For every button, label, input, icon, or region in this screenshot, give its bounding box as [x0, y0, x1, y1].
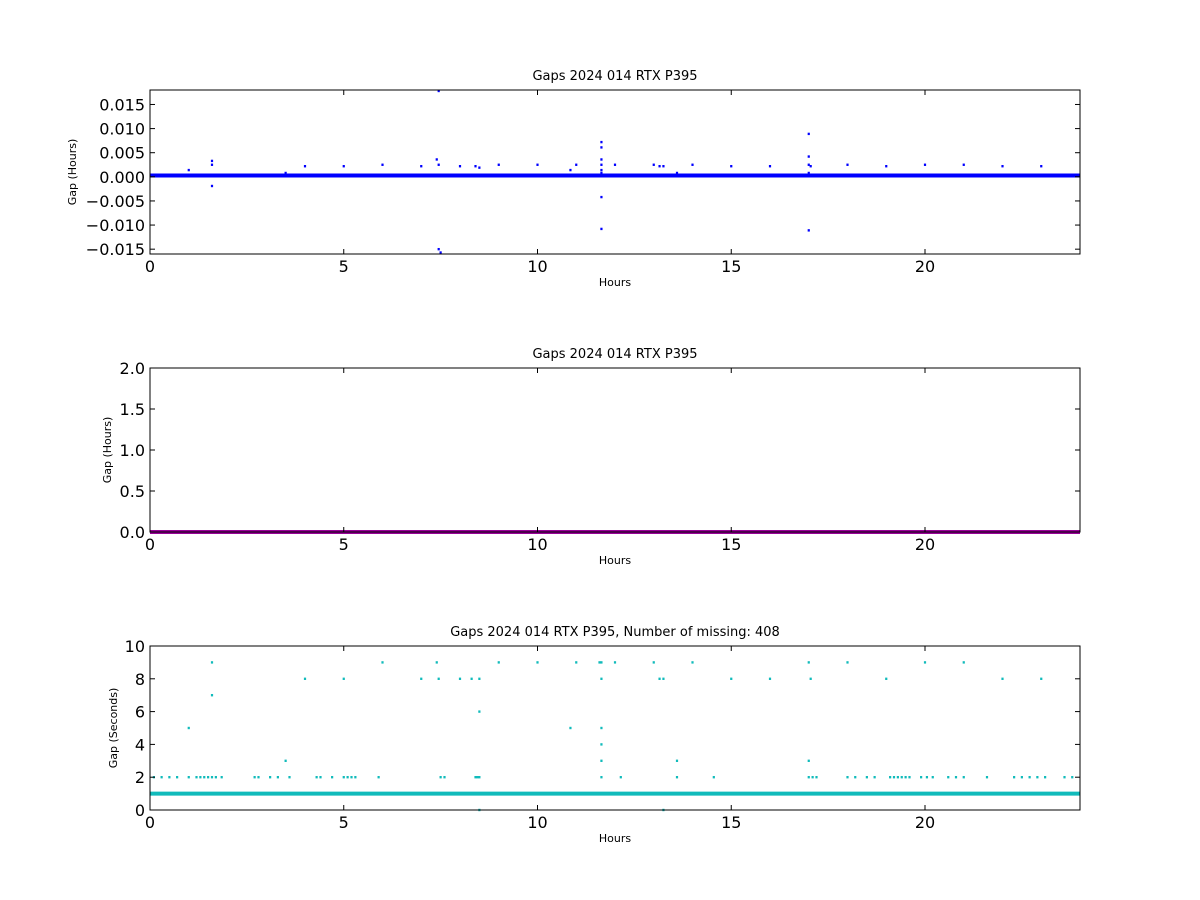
- x-tick-label: 10: [527, 257, 547, 276]
- panel-3-x-ticks: 0 5 10 15 20: [145, 646, 935, 832]
- panel-1-frame: [149, 89, 1081, 255]
- x-tick-label: 15: [721, 813, 741, 832]
- y-tick-label: 4: [135, 735, 145, 754]
- y-tick-label: 0.015: [99, 95, 145, 114]
- panel-2-frame: [149, 367, 1081, 533]
- panel-2-x-label: Hours: [599, 554, 631, 567]
- panel-1-x-label: Hours: [599, 276, 631, 289]
- y-tick-label: −0.005: [86, 192, 145, 211]
- y-tick-label: 6: [135, 703, 145, 722]
- y-tick-label: 1.5: [120, 400, 145, 419]
- panel-1-y-label: Gap (Hours): [66, 139, 79, 206]
- x-tick-label: 10: [527, 535, 547, 554]
- y-tick-label: 0.0: [120, 523, 145, 542]
- panel-3-title: Gaps 2024 014 RTX P395, Number of missin…: [450, 625, 780, 640]
- panel-3-y-ticks: 0 2 4 6 8 10: [125, 637, 1080, 820]
- y-tick-label: 10: [125, 637, 145, 656]
- panel-2-y-ticks: 0.0 0.5 1.0 1.5 2.0: [120, 359, 1080, 542]
- x-tick-label: 5: [339, 257, 349, 276]
- panel-1-x-ticks: 0 5 10 15 20: [145, 90, 935, 276]
- panel-2-y-label: Gap (Hours): [101, 417, 114, 484]
- panel-2: Gaps 2024 014 RTX P395 0 5 10 15 20 0.0 0.5 1.…: [101, 347, 1081, 567]
- y-tick-label: 2: [135, 768, 145, 787]
- panel-3-marks: [150, 661, 1080, 812]
- x-tick-label: 10: [527, 813, 547, 832]
- x-tick-label: 0: [145, 257, 155, 276]
- y-tick-label: −0.010: [86, 216, 145, 235]
- x-tick-label: 0: [145, 813, 155, 832]
- panel-1: Gaps 2024 014 RTX P395 0 5 10 15 20 −0.015−0…: [66, 69, 1081, 289]
- y-tick-label: −0.015: [86, 240, 145, 259]
- panel-3: Gaps 2024 014 RTX P395, Number of missin…: [107, 625, 1081, 845]
- panel-2-x-ticks: 0 5 10 15 20: [145, 368, 935, 554]
- y-tick-label: 1.0: [120, 441, 145, 460]
- x-tick-label: 20: [915, 257, 935, 276]
- y-tick-label: 2.0: [120, 359, 145, 378]
- x-tick-label: 15: [721, 535, 741, 554]
- x-tick-label: 5: [339, 813, 349, 832]
- y-tick-label: 0: [135, 801, 145, 820]
- y-tick-label: 0.005: [99, 144, 145, 163]
- y-tick-label: 8: [135, 670, 145, 689]
- x-tick-label: 0: [145, 535, 155, 554]
- x-tick-label: 15: [721, 257, 741, 276]
- panel-1-title: Gaps 2024 014 RTX P395: [532, 69, 697, 84]
- x-tick-label: 20: [915, 535, 935, 554]
- y-tick-label: 0.000: [99, 168, 145, 187]
- y-tick-label: 0.010: [99, 120, 145, 139]
- panel-3-x-label: Hours: [599, 832, 631, 845]
- panel-1-marks: [150, 89, 1080, 254]
- panel-3-y-label: Gap (Seconds): [107, 688, 120, 769]
- panel-1-y-ticks: −0.015 −0.010 −0.005 0.000 0.005 0.010 0.015: [86, 95, 1080, 259]
- panel-3-frame: [149, 645, 1081, 811]
- x-tick-label: 5: [339, 535, 349, 554]
- y-tick-label: 0.5: [120, 482, 145, 501]
- panel-2-title: Gaps 2024 014 RTX P395: [532, 347, 697, 362]
- x-tick-label: 20: [915, 813, 935, 832]
